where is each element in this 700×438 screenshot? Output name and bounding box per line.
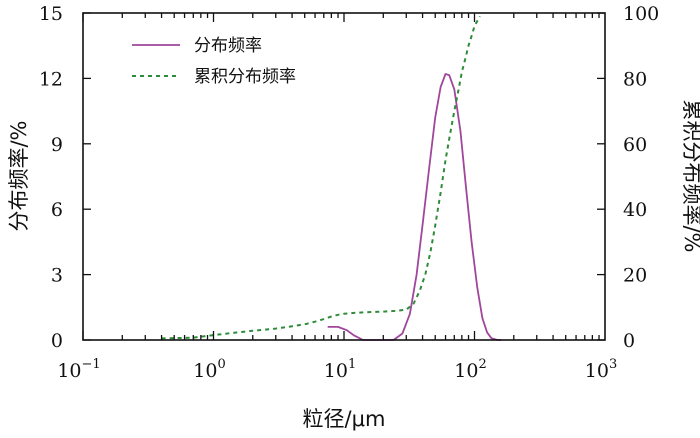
y-tick-label-right: 80 [623,68,647,90]
series-line-distribution [327,73,502,341]
y-tick-label-left: 3 [51,265,63,287]
y-tick-label-left: 12 [39,68,63,90]
y-tick-label-left: 6 [51,199,63,221]
y-tick-label-right: 60 [623,134,647,156]
legend: 分布频率 累积分布频率 [132,36,296,87]
plot-lines [161,15,502,341]
y-tick-label-left: 0 [51,330,63,352]
plot-frame [82,12,606,341]
y-tick-label-right: 0 [623,330,635,352]
x-tick-label: 100 [193,357,225,382]
series-line-cumulative [161,15,481,340]
axes [82,12,606,341]
x-tick-label: 103 [585,357,617,382]
tick-labels: 10−1 100 101 102 103 0 3 6 9 12 15 0 20 40 60 80 100 [39,3,659,382]
y-tick-label-left: 9 [51,134,63,156]
y-tick-label-right: 20 [623,265,647,287]
y-tick-label-right: 40 [623,199,647,221]
y-tick-label-right: 100 [623,3,659,25]
legend-label-cumulative: 累积分布频率 [194,67,296,87]
y-tick-label-left: 15 [39,3,63,25]
x-axis-title: 粒径/μm [303,407,386,431]
legend-label-distribution: 分布频率 [194,36,262,56]
x-tick-label: 10−1 [57,357,100,382]
y-axis-title-left: 分布频率/% [7,120,31,231]
x-tick-label: 101 [324,357,356,382]
y-axis-title-right: 累积分布频率/% [680,99,700,252]
x-tick-label: 102 [454,357,486,382]
